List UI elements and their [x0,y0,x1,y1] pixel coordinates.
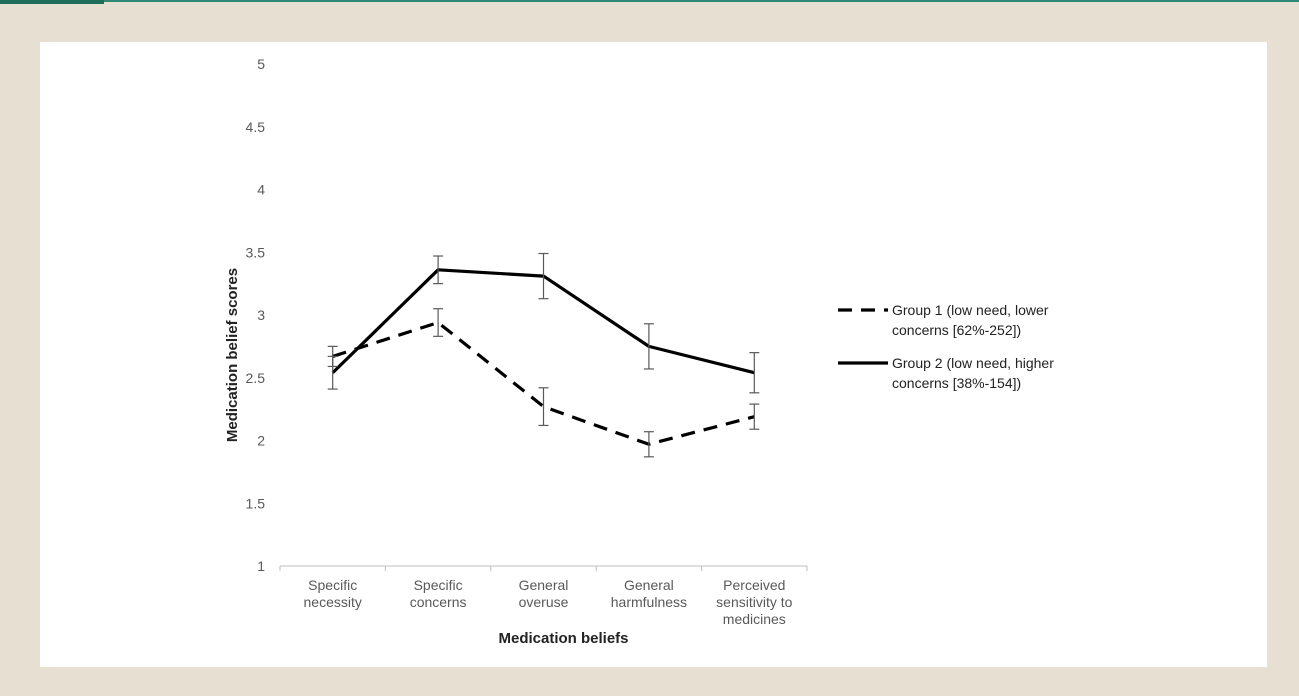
x-category-label-line: necessity [304,594,362,610]
y-tick-label: 3.5 [246,244,266,260]
y-tick-label: 2.5 [246,370,266,386]
x-axis [279,565,808,571]
x-category-label-line: General [519,577,569,593]
figure-panel: 1 1.5 2 2.5 3 3.5 4 4.5 5 Specific necessity Speci… [40,42,1267,667]
x-category-label-line: overuse [519,594,569,610]
legend-label-line: concerns [38%-154]) [892,375,1021,391]
error-bars [327,252,760,458]
legend-label-group-2: Group 2 (low need, higher concerns [38%-1… [892,355,1054,391]
x-category-label-line: harmfulness [611,594,687,610]
x-category-label-line: Specific [308,577,357,593]
y-tick-label: 2 [257,433,265,449]
y-tick-label: 1 [257,558,265,574]
legend-label-group-1: Group 1 (low need, lower concerns [62%-25… [892,302,1049,338]
y-axis-ticks: 1 1.5 2 2.5 3 3.5 4 4.5 5 [246,56,266,574]
legend-label-line: concerns [62%-252]) [892,322,1021,338]
legend: Group 1 (low need, lower concerns [62%-25… [838,302,1054,391]
x-category-label: General harmfulness [611,577,687,610]
x-category-label-line: sensitivity to [716,594,792,610]
y-tick-label: 1.5 [246,495,266,511]
x-category-label-line: concerns [410,594,467,610]
legend-label-line: Group 1 (low need, lower [892,302,1049,318]
x-axis-title: Medication beliefs [498,630,628,647]
y-axis-title: Medication belief scores [224,268,241,442]
x-category-label: Perceived sensitivity to medicines [716,577,792,627]
series-line-group-1 [332,320,755,446]
y-tick-label: 3 [257,307,265,323]
top-accent-mark [0,0,104,4]
x-category-label: General overuse [519,577,569,610]
x-category-label: Specific necessity [304,577,362,610]
y-tick-label: 4.5 [246,119,266,135]
y-tick-label: 4 [257,182,265,198]
line-chart: 11.522.533.544.55 Specific necessitySpeci… [224,56,1054,647]
x-category-label: Specific concerns [410,577,467,610]
x-category-label-line: Perceived [723,577,785,593]
x-category-label-line: Specific [414,577,463,593]
x-category-label-line: medicines [723,611,786,627]
top-accent-line [0,0,1299,2]
x-category-label-line: General [624,577,674,593]
y-tick-label: 5 [257,56,265,72]
legend-label-line: Group 2 (low need, higher [892,355,1054,371]
